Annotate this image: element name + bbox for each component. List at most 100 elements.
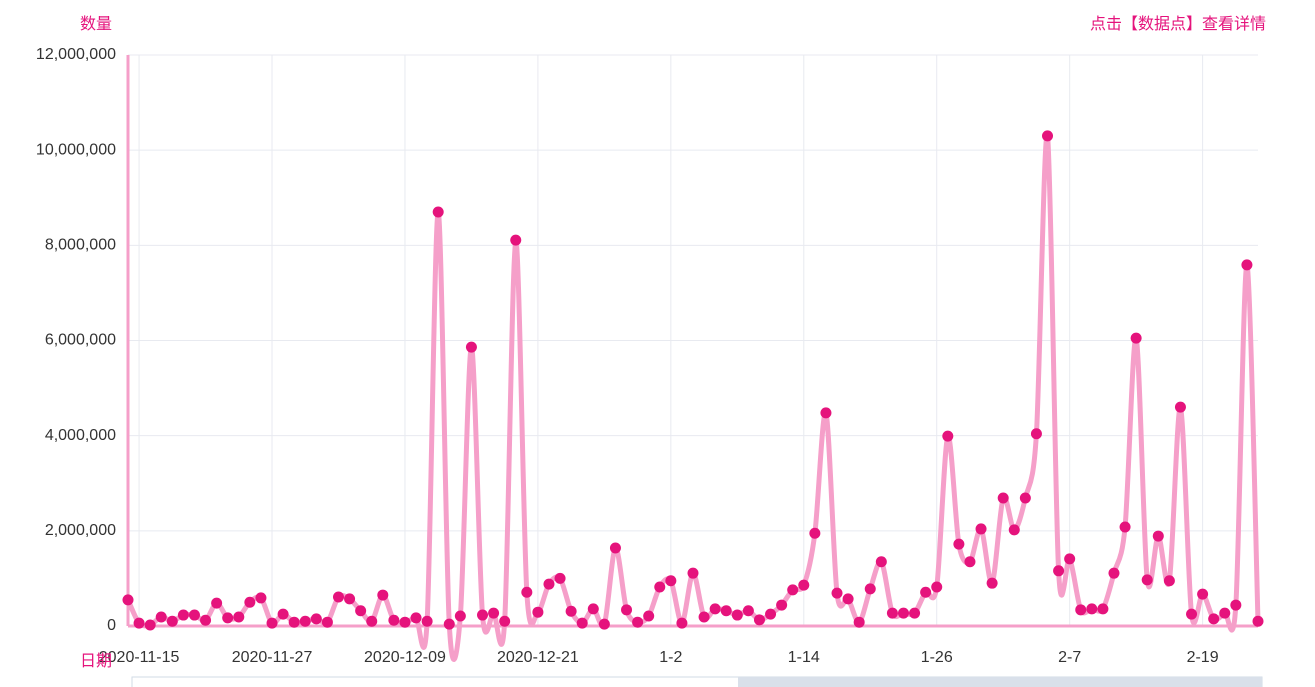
data-point[interactable]	[1230, 599, 1242, 611]
data-point[interactable]	[842, 593, 854, 605]
data-point[interactable]	[1141, 574, 1153, 586]
data-point[interactable]	[166, 615, 178, 627]
data-point[interactable]	[1008, 524, 1020, 536]
data-point[interactable]	[510, 234, 522, 246]
data-point[interactable]	[986, 577, 998, 589]
data-point[interactable]	[609, 542, 621, 554]
data-point[interactable]	[277, 608, 289, 620]
data-point[interactable]	[1241, 259, 1253, 271]
data-point[interactable]	[299, 615, 311, 627]
data-point[interactable]	[1119, 521, 1131, 533]
data-point[interactable]	[388, 614, 400, 626]
data-point[interactable]	[798, 579, 810, 591]
data-point[interactable]	[233, 611, 245, 623]
data-point[interactable]	[587, 603, 599, 615]
data-point[interactable]	[255, 592, 267, 604]
data-point[interactable]	[831, 587, 843, 599]
data-point[interactable]	[532, 606, 544, 618]
data-point[interactable]	[787, 584, 799, 596]
data-point[interactable]	[964, 556, 976, 568]
data-point[interactable]	[1019, 492, 1031, 504]
data-point[interactable]	[687, 567, 699, 579]
data-point[interactable]	[1097, 603, 1109, 615]
data-point[interactable]	[776, 599, 788, 611]
data-point[interactable]	[897, 607, 909, 619]
data-point[interactable]	[942, 430, 954, 442]
data-point[interactable]	[886, 607, 898, 619]
data-point[interactable]	[598, 618, 610, 630]
data-point[interactable]	[1208, 613, 1220, 625]
data-point[interactable]	[133, 617, 145, 629]
data-point[interactable]	[1030, 428, 1042, 440]
data-point[interactable]	[443, 618, 455, 630]
data-point[interactable]	[853, 616, 865, 628]
data-point[interactable]	[975, 523, 987, 535]
data-point[interactable]	[1197, 588, 1209, 600]
data-point[interactable]	[454, 610, 466, 622]
data-point[interactable]	[1186, 608, 1198, 620]
data-point[interactable]	[820, 407, 832, 419]
data-point[interactable]	[188, 609, 200, 621]
data-point[interactable]	[875, 556, 887, 568]
data-point[interactable]	[410, 612, 422, 624]
data-point[interactable]	[997, 492, 1009, 504]
data-point[interactable]	[809, 527, 821, 539]
data-point[interactable]	[643, 610, 655, 622]
data-point[interactable]	[288, 616, 300, 628]
data-point[interactable]	[731, 609, 743, 621]
data-point[interactable]	[344, 593, 356, 605]
data-point[interactable]	[909, 607, 921, 619]
data-point[interactable]	[477, 609, 489, 621]
data-point[interactable]	[654, 581, 666, 593]
data-point[interactable]	[1053, 565, 1065, 577]
data-point[interactable]	[200, 614, 212, 626]
data-point[interactable]	[177, 609, 189, 621]
data-point[interactable]	[377, 589, 389, 601]
data-point[interactable]	[122, 594, 134, 606]
data-point[interactable]	[432, 206, 444, 218]
data-point[interactable]	[1064, 553, 1076, 565]
data-point[interactable]	[1086, 603, 1098, 615]
data-point[interactable]	[244, 596, 256, 608]
data-point[interactable]	[765, 608, 777, 620]
data-point[interactable]	[366, 615, 378, 627]
data-point[interactable]	[1130, 332, 1142, 344]
data-point[interactable]	[864, 583, 876, 595]
data-point[interactable]	[332, 591, 344, 603]
data-point[interactable]	[399, 616, 411, 628]
data-point[interactable]	[488, 607, 500, 619]
zoom-handle[interactable]	[738, 677, 1262, 687]
data-point[interactable]	[521, 586, 533, 598]
data-point[interactable]	[1108, 567, 1120, 579]
data-point[interactable]	[920, 586, 932, 598]
data-point[interactable]	[565, 605, 577, 617]
data-point[interactable]	[310, 613, 322, 625]
data-point[interactable]	[211, 597, 223, 609]
data-point[interactable]	[465, 341, 477, 353]
data-point[interactable]	[931, 581, 943, 593]
data-point[interactable]	[321, 616, 333, 628]
data-point[interactable]	[576, 617, 588, 629]
data-point[interactable]	[1152, 530, 1164, 542]
data-point[interactable]	[1075, 604, 1087, 616]
data-point[interactable]	[720, 605, 732, 617]
data-point[interactable]	[543, 578, 555, 590]
data-point[interactable]	[709, 603, 721, 615]
data-point[interactable]	[621, 604, 633, 616]
data-point[interactable]	[1252, 615, 1264, 627]
data-point[interactable]	[155, 611, 167, 623]
data-point[interactable]	[499, 615, 511, 627]
hint[interactable]: 点击【数据点】查看详情	[1090, 15, 1266, 33]
data-point[interactable]	[421, 615, 433, 627]
data-point[interactable]	[1042, 130, 1054, 142]
data-point[interactable]	[355, 605, 367, 617]
data-point[interactable]	[632, 616, 644, 628]
data-point[interactable]	[1163, 575, 1175, 587]
data-point[interactable]	[144, 619, 156, 631]
data-point[interactable]	[1219, 607, 1231, 619]
data-point[interactable]	[676, 617, 688, 629]
data-point[interactable]	[222, 612, 234, 624]
data-point[interactable]	[665, 575, 677, 587]
data-point[interactable]	[742, 605, 754, 617]
data-point[interactable]	[1174, 401, 1186, 413]
